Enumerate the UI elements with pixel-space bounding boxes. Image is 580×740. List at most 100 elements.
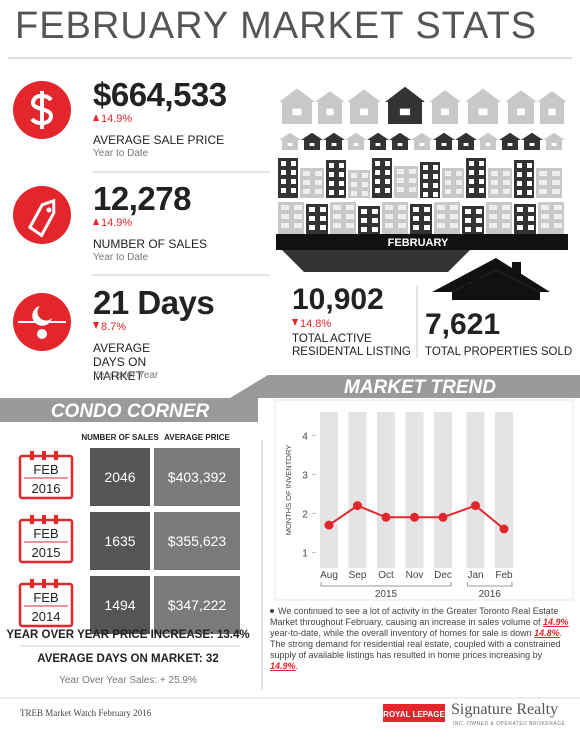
calendar-ring (30, 515, 34, 524)
building-window (423, 192, 428, 197)
building-window (409, 178, 416, 183)
building-window (346, 214, 354, 219)
building-window (329, 163, 334, 168)
house-window (529, 143, 535, 146)
building-window (527, 181, 532, 186)
house-window (441, 143, 447, 146)
sales-cell (90, 448, 150, 506)
sales-value: 2046 (104, 469, 135, 485)
price-cell (154, 576, 240, 634)
dollar-icon (30, 91, 54, 129)
arrow (93, 114, 99, 121)
bullet (270, 609, 274, 613)
building-window (469, 161, 474, 166)
building-window (291, 188, 296, 193)
building-window (469, 188, 474, 193)
house-window (399, 108, 411, 116)
building-window (554, 205, 562, 210)
building-window (339, 190, 344, 195)
building-window (469, 179, 474, 184)
building-window (424, 225, 430, 230)
building-window (294, 214, 302, 219)
building-window (346, 223, 354, 228)
x-tick-label: Aug (320, 570, 338, 581)
price-value: $403,392 (168, 469, 227, 485)
house-roof (537, 91, 567, 102)
building-window (397, 187, 404, 192)
building-window (351, 182, 357, 187)
sales-change: Year Over Year Sales: + 25.9% (59, 675, 197, 686)
building-window (385, 214, 393, 219)
building-window (333, 223, 341, 228)
building-window (361, 227, 367, 232)
house-icon-window (464, 284, 471, 291)
house-roof (389, 132, 411, 140)
stat-value: $664,533 (93, 76, 227, 113)
stat-label: AVERAGE SALE PRICE (93, 133, 225, 147)
house-roof (429, 90, 461, 102)
data-point (324, 520, 334, 530)
house-roof (385, 86, 425, 102)
building-window (424, 207, 430, 212)
change-value: 8.7% (101, 321, 127, 333)
stat-period: Year to Date (93, 252, 149, 263)
building-window (372, 209, 378, 214)
building-window (281, 214, 289, 219)
stat-value: 21 Days (93, 284, 215, 321)
building-window (375, 179, 380, 184)
calendar-ring (54, 579, 58, 588)
building-window (339, 172, 344, 177)
building-window (329, 172, 334, 177)
building-window (309, 225, 315, 230)
house-window (375, 143, 381, 146)
change-value: 14.9% (101, 217, 133, 229)
building-window (346, 205, 354, 210)
building-window (552, 189, 560, 194)
price-increase: YEAR OVER YEAR PRICE INCREASE: 13.4% (6, 629, 249, 641)
note-text: . (295, 661, 299, 671)
building-window (437, 205, 445, 210)
y-tick-label: 3 (302, 470, 308, 481)
building-window (554, 214, 562, 219)
house-roof (543, 132, 565, 140)
building-window (479, 170, 484, 175)
building-window (445, 171, 451, 176)
tag-hole (46, 207, 52, 213)
building-window (294, 223, 302, 228)
stat-period: Year over Year (93, 370, 159, 381)
building-window (291, 161, 296, 166)
house-window (397, 143, 403, 146)
data-point (438, 512, 448, 522)
calendar-ring (30, 579, 34, 588)
note-highlight: 14.9% (542, 617, 569, 627)
building-window (385, 161, 390, 166)
building-window (527, 172, 532, 177)
calendar-month: FEB (33, 526, 58, 541)
building-window (541, 205, 549, 210)
sales-cell (90, 512, 150, 570)
calendar-ring (42, 579, 46, 588)
building-window (281, 170, 286, 175)
source: TREB Market Watch February 2016 (20, 708, 152, 718)
building-window (433, 165, 438, 170)
calendar-ring (42, 515, 46, 524)
building-window (445, 189, 451, 194)
building-window (450, 205, 458, 210)
building-window (489, 205, 497, 210)
group-label: 2016 (479, 589, 502, 600)
calendar-year: 2015 (32, 545, 61, 560)
calendar-month: FEB (33, 462, 58, 477)
trend-title: MARKET TREND (344, 377, 496, 398)
column-band (434, 412, 452, 568)
house-roof (367, 132, 389, 140)
house-roof (505, 90, 537, 102)
building-window (489, 214, 497, 219)
data-point (471, 501, 480, 511)
building (514, 160, 534, 198)
note-highlight: 14.9% (270, 661, 296, 671)
building-window (541, 223, 549, 228)
house-window (441, 108, 449, 116)
building-window (362, 182, 368, 187)
column-band (320, 412, 338, 568)
